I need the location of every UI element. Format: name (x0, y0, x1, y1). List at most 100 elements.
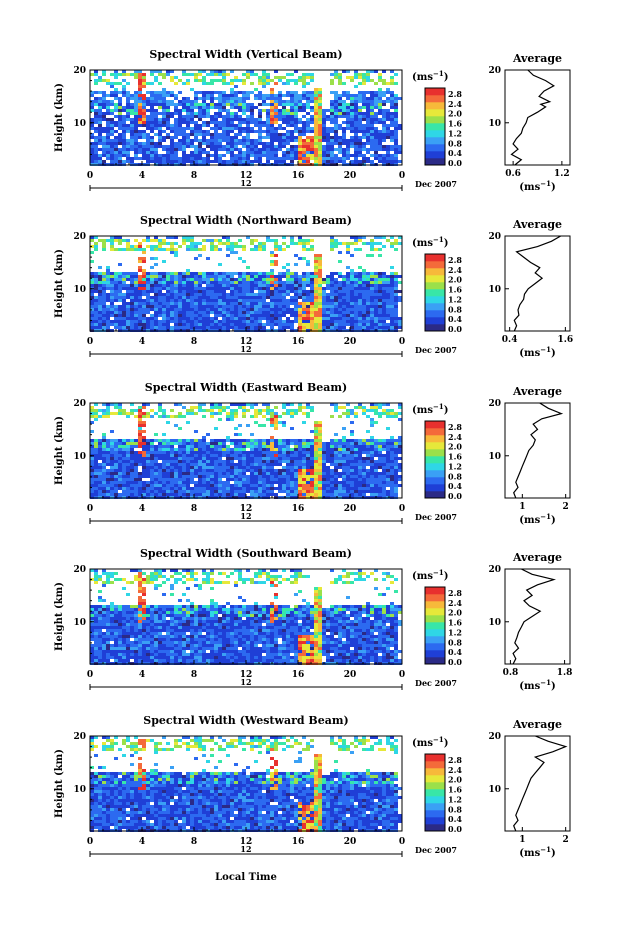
heatmap-cell (142, 239, 146, 242)
heatmap-cell (162, 296, 166, 299)
heatmap-cell (290, 154, 294, 157)
heatmap-cell (294, 136, 298, 139)
heatmap-cell (218, 142, 222, 145)
heatmap-cell (198, 445, 202, 448)
heatmap-cell (350, 112, 354, 115)
heatmap-cell (242, 281, 246, 284)
heatmap-cell (290, 97, 294, 100)
heatmap-cell (90, 73, 94, 76)
heatmap-cell (338, 124, 342, 127)
heatmap-cell (130, 127, 134, 130)
heatmap-cell (310, 76, 314, 79)
heatmap-cell (202, 472, 206, 475)
heatmap-cell (122, 493, 126, 496)
heatmap-cell (266, 97, 270, 100)
heatmap-cell (118, 118, 122, 121)
heatmap-cell (394, 133, 398, 136)
heatmap-cell (226, 121, 230, 124)
heatmap-cell (342, 136, 346, 139)
heatmap-cell (342, 160, 346, 163)
colorbar-swatch (425, 88, 445, 96)
heatmap-cell (198, 103, 202, 106)
heatmap-cell (374, 100, 378, 103)
heatmap-cell (94, 290, 98, 293)
heatmap-cell (142, 484, 146, 487)
heatmap-cell (374, 97, 378, 100)
heatmap-cell (122, 448, 126, 451)
heatmap-cell (374, 82, 378, 85)
heatmap-cell (106, 272, 110, 275)
heatmap-cell (114, 236, 118, 239)
heatmap-cell (126, 278, 130, 281)
heatmap-cell (378, 296, 382, 299)
heatmap-cell (258, 326, 262, 329)
heatmap-cell (178, 145, 182, 148)
heatmap-cell (218, 490, 222, 493)
heatmap-cell (218, 157, 222, 160)
heatmap-cell (262, 478, 266, 481)
heatmap-cell (102, 466, 106, 469)
heatmap-cell (394, 115, 398, 118)
heatmap-cell (118, 472, 122, 475)
heatmap-cell (270, 278, 274, 281)
heatmap-cell (338, 97, 342, 100)
heatmap-cell (146, 415, 150, 418)
heatmap-cell (138, 475, 142, 478)
heatmap-cell (238, 305, 242, 308)
heatmap-cell (166, 323, 170, 326)
heatmap-cell (110, 109, 114, 112)
heatmap-cell (390, 323, 394, 326)
colorbar-unit: (ms−1) (412, 69, 448, 83)
heatmap-cell (370, 311, 374, 314)
heatmap-cell (290, 109, 294, 112)
heatmap-cell (158, 275, 162, 278)
heatmap-cell (202, 275, 206, 278)
heatmap-cell (174, 251, 178, 254)
heatmap-cell (274, 454, 278, 457)
heatmap-cell (186, 308, 190, 311)
heatmap-cell (262, 284, 266, 287)
heatmap-cell (390, 317, 394, 320)
heatmap-cell (254, 314, 258, 317)
heatmap-cell (142, 124, 146, 127)
heatmap-cell (250, 70, 254, 73)
heatmap-cell (318, 311, 322, 314)
heatmap-cell (258, 472, 262, 475)
heatmap-cell (170, 127, 174, 130)
heatmap-cell (110, 239, 114, 242)
heatmap-cell (186, 133, 190, 136)
heatmap-cell (186, 115, 190, 118)
heatmap-cell (158, 272, 162, 275)
heatmap-cell (398, 145, 402, 148)
heatmap-cell (342, 127, 346, 130)
heatmap-cell (218, 109, 222, 112)
heatmap-cell (126, 469, 130, 472)
heatmap-cell (134, 490, 138, 493)
heatmap-cell (314, 326, 318, 329)
heatmap-cell (350, 106, 354, 109)
heatmap-cell (178, 91, 182, 94)
heatmap-cell (278, 442, 282, 445)
heatmap-cell (126, 439, 130, 442)
heatmap-cell (170, 124, 174, 127)
heatmap-cell (218, 406, 222, 409)
heatmap-cell (150, 299, 154, 302)
heatmap-cell (210, 70, 214, 73)
heatmap-cell (94, 448, 98, 451)
heatmap-cell (178, 460, 182, 463)
heatmap-cell (382, 112, 386, 115)
heatmap-cell (150, 442, 154, 445)
heatmap-cell (146, 442, 150, 445)
heatmap-cell (110, 490, 114, 493)
heatmap-cell (234, 457, 238, 460)
heatmap-cell (138, 472, 142, 475)
heatmap-cell (254, 445, 258, 448)
heatmap-cell (202, 82, 206, 85)
heatmap-cell (250, 109, 254, 112)
heatmap-cell (118, 157, 122, 160)
heatmap-cell (242, 130, 246, 133)
heatmap-cell (370, 136, 374, 139)
heatmap-cell (98, 118, 102, 121)
heatmap-cell (122, 272, 126, 275)
heatmap-cell (166, 439, 170, 442)
